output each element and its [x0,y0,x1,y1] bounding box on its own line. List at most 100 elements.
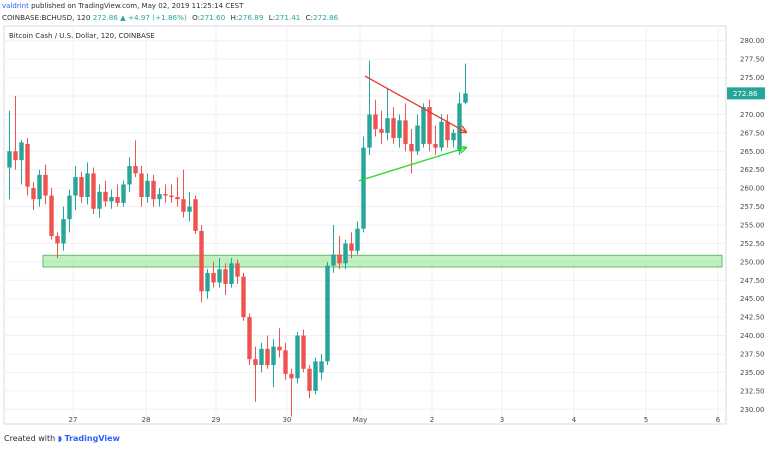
x-axis: 27 28 29 30 May 2 3 4 5 6 [69,416,721,424]
candle-body [241,276,246,318]
candle-body [73,177,78,196]
y-tick-label: 280.00 [740,37,765,45]
candle-body [175,196,180,200]
chart-title: Bitcoin Cash / U.S. Dollar, 120, COINBAS… [9,32,155,40]
candle-body [85,173,90,197]
y-axis: 230.00 232.50 235.00 237.50 240.00 242.50 245.… [727,37,765,414]
tradingview-brand[interactable]: TradingView [64,434,120,443]
candle-body [247,317,252,360]
y-tick-label: 270.00 [740,111,765,119]
candle-body [337,254,342,264]
candle-body [319,361,324,373]
close-value: 272.86 [313,13,339,22]
x-tick-label: May [353,416,367,424]
footer: Created with ◗ TradingView [4,434,120,443]
y-tick-label: 240.00 [740,332,765,340]
y-tick-label: 250.00 [740,258,765,266]
candle-body [181,199,186,212]
candle-body [283,350,288,374]
y-tick-label: 260.00 [740,185,765,193]
candle-body [139,173,144,197]
candle-body [325,265,330,362]
candle-body [157,194,162,200]
candle-body [127,166,132,185]
candle-body [415,125,420,152]
candle-body [13,151,18,161]
open-label: O: [192,13,201,22]
y-tick-label: 277.50 [740,56,765,64]
y-tick-label: 262.50 [740,166,765,174]
candle-body [343,243,348,264]
support-trendline [358,148,466,182]
x-tick-label: 6 [716,416,721,424]
x-tick-label: 27 [69,416,78,424]
candle-body [229,263,234,284]
candle-body [97,191,102,209]
candle-body [205,272,210,292]
candle-body [349,243,354,251]
x-tick-label: 28 [142,416,151,424]
candle-body [451,132,456,141]
y-tick-label: 242.50 [740,314,765,322]
candle-body [115,196,120,203]
y-tick-label: 247.50 [740,277,765,285]
candle-body [67,195,72,220]
candles [7,60,468,417]
candle-body [295,335,300,379]
resistance-trendline [364,75,466,132]
price-change: ▲ +4.97 (+1.86%) [120,13,187,22]
candle-body [385,118,390,133]
publication-info: valdrint published on TradingView.com, M… [2,2,243,10]
candle-body [427,107,432,144]
y-tick-label: 275.00 [740,74,765,82]
y-tick-label: 230.00 [740,406,765,414]
candle-body [289,373,294,379]
y-tick-label: 252.50 [740,240,765,248]
candle-body [49,195,54,237]
candle-body [271,346,276,366]
support-zone-rect [42,254,723,268]
candle-body [361,147,366,229]
symbol-label: COINBASE:BCHUSD, 120 [2,13,91,22]
high-value: 276.89 [238,13,264,22]
candle-body [19,142,24,161]
candle-body [217,269,222,283]
x-tick-label: 4 [572,416,577,424]
low-label: L: [268,13,276,22]
candle-body [439,121,444,148]
candle-body [25,143,30,187]
candle-body [193,199,198,231]
created-with-label: Created with [4,434,56,443]
x-tick-label: 3 [500,416,504,424]
candle-body [259,348,264,366]
published-text: published on TradingView.com, May 02, 20… [31,2,244,10]
author-name[interactable]: valdrint [2,2,29,10]
support-zone [42,254,723,268]
candle-body [391,118,396,139]
last-price: 272.86 [92,13,118,22]
close-label: C: [305,13,314,22]
candle-body [367,114,372,148]
candle-body [235,263,240,277]
candle-body [121,184,126,203]
candle-body [403,120,408,144]
candle-body [55,236,60,244]
candle-body [31,188,36,200]
candle-body [313,361,318,391]
candle-body [355,228,360,251]
price-chart[interactable]: 230.00 232.50 235.00 237.50 240.00 242.50 245.… [0,24,768,432]
candle-body [37,174,42,200]
candle-body [169,195,174,197]
candle-body [151,180,156,200]
candle-body [199,230,204,292]
candle-body [109,196,114,202]
candle-body [445,121,450,141]
y-tick-label: 235.00 [740,369,765,377]
candle-body [373,114,378,130]
y-tick-label: 257.50 [740,203,765,211]
candle-body [277,346,282,351]
high-label: H: [230,13,239,22]
y-tick-label: 267.50 [740,129,765,137]
candle-body [43,174,48,196]
trend-lines [358,75,466,182]
